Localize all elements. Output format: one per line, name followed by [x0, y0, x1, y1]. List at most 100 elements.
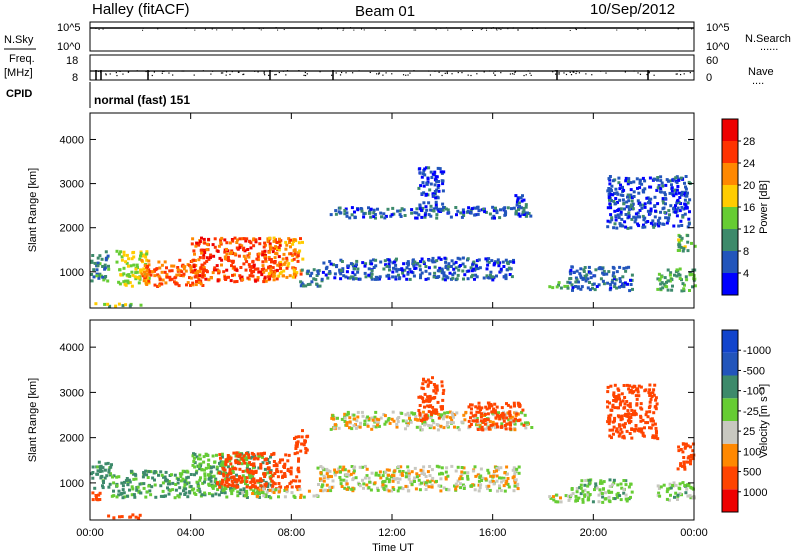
nave-dot	[527, 70, 529, 72]
heat-cell	[126, 483, 130, 487]
heat-cell	[270, 260, 273, 264]
heat-cell	[672, 224, 676, 228]
heat-cell	[149, 470, 153, 474]
heat-cell	[134, 477, 138, 481]
heat-cell	[663, 196, 667, 200]
heat-cell	[207, 257, 211, 261]
heat-cell	[610, 490, 614, 494]
mhz-label: [MHz]	[4, 67, 33, 79]
heat-cell	[492, 209, 496, 213]
heat-cell	[104, 275, 108, 278]
heat-cell	[342, 478, 346, 482]
heat-cell	[440, 380, 444, 384]
heat-cell	[619, 417, 623, 421]
heat-cell	[387, 473, 390, 477]
heat-cell	[579, 486, 583, 490]
heat-cell	[376, 207, 379, 211]
nsky-dot	[496, 29, 498, 31]
heat-cell	[683, 283, 686, 287]
heat-cell	[302, 495, 306, 499]
heat-cell	[161, 489, 165, 493]
heat-cell	[186, 281, 190, 285]
heat-cell	[432, 275, 436, 279]
heat-cell	[261, 491, 265, 495]
heat-cell	[245, 492, 249, 496]
heat-cell	[262, 280, 266, 284]
heat-cell	[622, 488, 626, 492]
heat-cell	[211, 454, 215, 458]
heat-cell	[444, 477, 448, 481]
heat-cell	[256, 492, 260, 496]
heat-cell	[447, 265, 451, 269]
heat-cell	[686, 201, 690, 205]
heat-cell	[255, 494, 259, 498]
heat-cell	[132, 493, 136, 497]
nave-dot	[378, 73, 380, 75]
heat-cell	[673, 273, 676, 277]
heat-cell	[370, 262, 374, 266]
heat-cell	[345, 424, 349, 427]
heat-cell	[232, 478, 236, 482]
heat-cell	[277, 482, 281, 485]
heat-cell	[608, 198, 611, 202]
heat-cell	[492, 470, 496, 473]
heat-cell	[439, 405, 443, 409]
heat-cell	[216, 249, 220, 253]
heat-cell	[451, 421, 455, 425]
heat-cell	[398, 209, 402, 213]
heat-cell	[147, 279, 151, 283]
power-heatmap	[90, 166, 697, 308]
heat-cell	[209, 256, 212, 260]
heat-cell	[689, 462, 692, 466]
heat-cell	[479, 467, 483, 471]
heat-cell	[130, 284, 134, 288]
date-title: 10/Sep/2012	[590, 1, 675, 18]
heat-cell	[394, 275, 398, 279]
heat-cell	[489, 270, 493, 274]
heat-cell	[648, 185, 652, 189]
nave-dot	[220, 72, 223, 74]
heat-cell	[400, 411, 404, 415]
heat-cell	[108, 482, 112, 486]
nsky-dot	[415, 29, 417, 31]
heat-cell	[614, 187, 618, 191]
heat-cell	[481, 420, 485, 424]
nsky-dot	[492, 27, 494, 29]
heat-cell	[203, 241, 207, 245]
heat-cell	[676, 498, 679, 501]
heat-cell	[476, 428, 480, 431]
heat-cell	[418, 264, 422, 268]
heat-cell	[606, 206, 610, 210]
heat-cell	[653, 205, 657, 208]
heat-cell	[633, 429, 637, 433]
heat-cell	[299, 284, 303, 288]
heat-cell	[275, 268, 279, 272]
nave-dot	[382, 74, 384, 76]
heat-cell	[656, 186, 660, 190]
heat-cell	[434, 196, 438, 200]
heat-cell	[99, 475, 103, 479]
heat-cell	[268, 277, 272, 281]
heat-cell	[466, 474, 470, 478]
heat-cell	[195, 241, 199, 245]
heat-cell	[591, 286, 594, 290]
heat-cell	[462, 277, 465, 281]
nave-dot	[438, 71, 440, 73]
heat-cell	[608, 220, 612, 224]
heat-cell	[490, 404, 494, 408]
heat-cell	[343, 486, 347, 490]
heat-cell	[442, 271, 446, 275]
nsky-dot	[575, 28, 577, 30]
heat-cell	[425, 399, 429, 403]
heat-cell	[359, 421, 362, 425]
heat-cell	[291, 275, 295, 279]
heat-cell	[335, 264, 339, 267]
heat-cell	[445, 466, 449, 470]
heat-cell	[283, 473, 287, 477]
heat-cell	[420, 215, 424, 219]
heat-cell	[659, 282, 663, 286]
heat-cell	[103, 476, 107, 480]
heat-cell	[499, 269, 503, 273]
heat-cell	[387, 468, 391, 472]
heat-cell	[407, 474, 411, 478]
